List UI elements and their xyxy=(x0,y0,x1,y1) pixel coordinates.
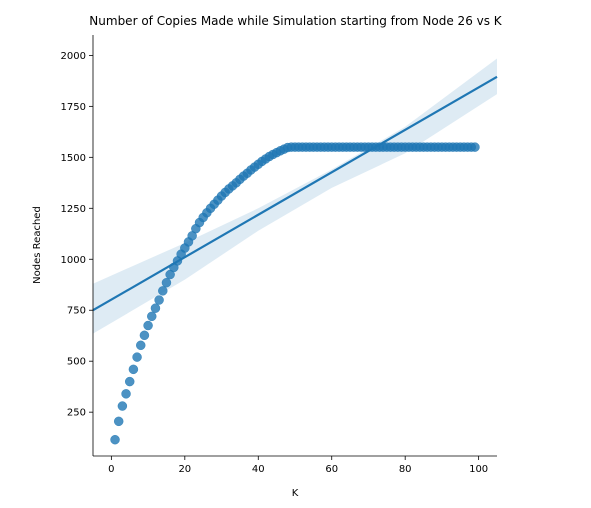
chart-title: Number of Copies Made while Simulation s… xyxy=(89,14,503,28)
points-layer xyxy=(110,142,480,445)
x-tick-label: 40 xyxy=(252,464,265,475)
confidence-band-layer xyxy=(93,58,497,334)
data-point xyxy=(113,416,124,427)
y-tick-label: 1000 xyxy=(61,255,86,266)
data-point xyxy=(161,277,172,288)
data-point xyxy=(158,286,168,296)
data-point xyxy=(150,303,161,313)
y-tick-label: 500 xyxy=(67,357,86,368)
data-point xyxy=(121,389,131,399)
x-ticks: 0 20 40 60 80 100 xyxy=(108,456,488,475)
y-ticks: 250 500 750 1000 1250 1500 1750 2000 xyxy=(61,51,93,419)
x-tick-label: 20 xyxy=(178,464,191,475)
x-tick-label: 0 xyxy=(108,464,114,475)
data-point xyxy=(154,295,164,305)
data-point xyxy=(139,330,150,341)
data-point xyxy=(470,142,480,152)
x-tick-label: 60 xyxy=(325,464,338,475)
x-tick-label: 80 xyxy=(399,464,412,475)
y-tick-label: 1500 xyxy=(61,153,86,164)
data-point xyxy=(147,311,157,322)
data-point xyxy=(128,364,139,375)
data-point xyxy=(132,352,142,362)
y-tick-label: 250 xyxy=(67,408,86,419)
y-tick-label: 1250 xyxy=(61,204,86,215)
confidence-band xyxy=(93,58,497,334)
data-point xyxy=(124,376,135,387)
y-tick-label: 1750 xyxy=(61,102,86,113)
data-point xyxy=(110,434,120,445)
x-axis-label: K xyxy=(292,488,299,499)
y-tick-label: 750 xyxy=(67,306,86,317)
y-axis-label: Nodes Reached xyxy=(32,206,43,284)
data-point xyxy=(117,401,128,411)
regression-line-layer xyxy=(92,75,498,312)
y-tick-label: 2000 xyxy=(61,51,86,62)
x-tick-label: 100 xyxy=(469,464,488,475)
data-point xyxy=(136,340,146,351)
data-point xyxy=(143,320,153,331)
regression-line xyxy=(92,75,498,312)
